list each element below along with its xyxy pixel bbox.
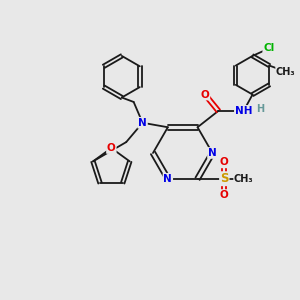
- Text: H: H: [256, 104, 264, 114]
- Text: CH₃: CH₃: [234, 174, 254, 184]
- Text: O: O: [220, 190, 229, 200]
- Text: O: O: [220, 158, 229, 167]
- Text: O: O: [107, 143, 116, 153]
- Text: S: S: [220, 172, 229, 185]
- Text: N: N: [138, 118, 147, 128]
- Text: O: O: [201, 89, 209, 100]
- Text: Cl: Cl: [263, 44, 274, 53]
- Text: CH₃: CH₃: [276, 67, 296, 76]
- Text: N: N: [164, 174, 172, 184]
- Text: NH: NH: [235, 106, 252, 116]
- Text: N: N: [208, 148, 217, 158]
